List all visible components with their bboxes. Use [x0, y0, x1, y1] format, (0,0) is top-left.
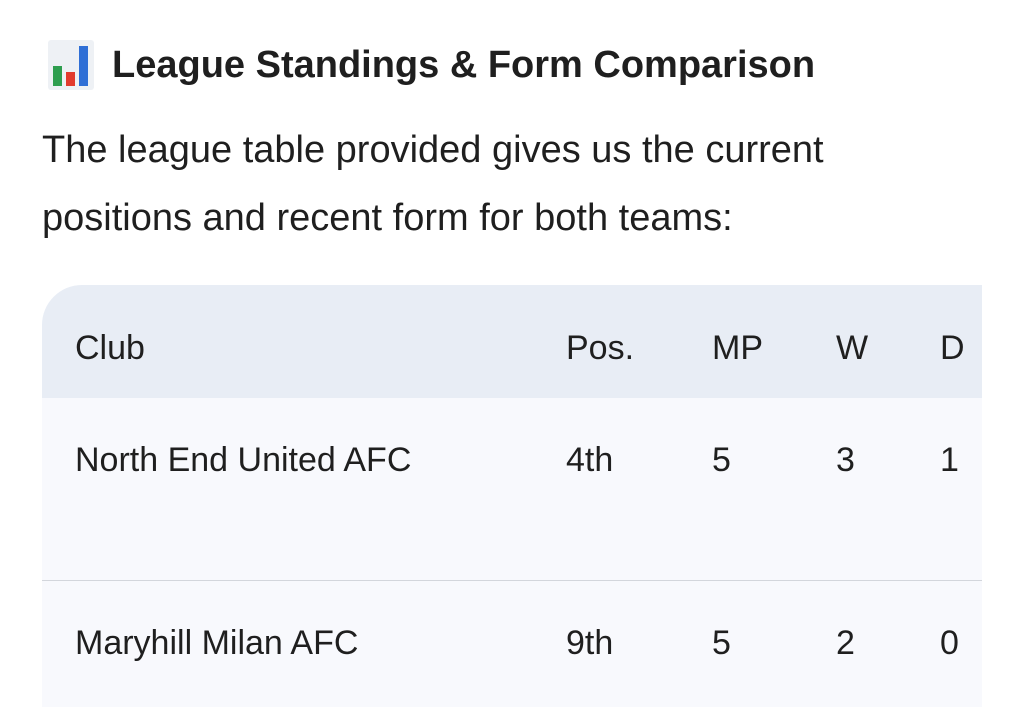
table-cell: North End United AFC [75, 441, 412, 479]
paragraph: The league table provided gives us the c… [42, 129, 824, 239]
table-header: Club Pos. MP W D [42, 285, 982, 398]
table-row: North End United AFC 4th 5 3 1 [42, 398, 982, 581]
table-cell: 1 [940, 441, 959, 479]
table-row: Maryhill Milan AFC 9th 5 2 0 [42, 581, 982, 707]
table-cell: 4th [566, 441, 614, 479]
title: League Standings & Form Comparison [112, 44, 816, 86]
table-cell: 5 [712, 441, 731, 479]
table-cell: 5 [712, 624, 731, 662]
column-header: W [836, 329, 869, 367]
table-cell: 3 [836, 441, 855, 479]
chart-icon [48, 40, 94, 90]
table: Club Pos. MP W D North End United AFC 4th 5 3 1 … [42, 285, 982, 707]
table-cell: 9th [566, 624, 614, 662]
table-cell: 2 [836, 624, 855, 662]
table-cell: Maryhill Milan AFC [75, 624, 359, 662]
column-header: Pos. [566, 329, 635, 367]
column-header: D [940, 329, 965, 367]
column-header: Club [75, 329, 145, 367]
column-header: MP [712, 329, 763, 367]
table-cell: 0 [940, 624, 959, 662]
